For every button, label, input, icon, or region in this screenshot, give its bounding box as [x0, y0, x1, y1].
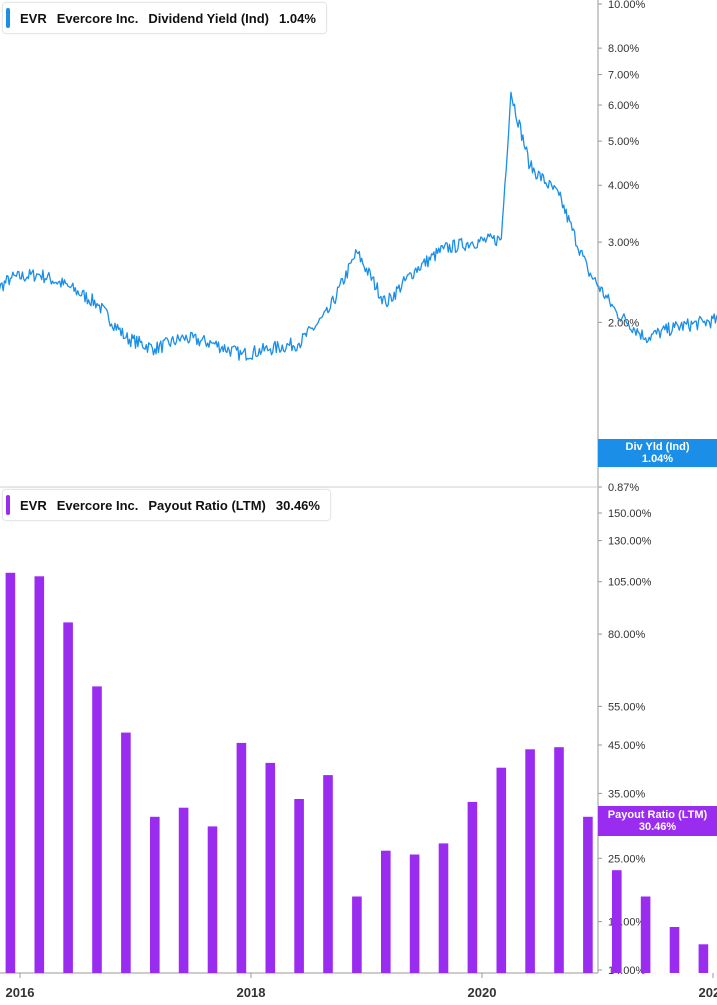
payout-bar	[669, 927, 680, 973]
payout-bar	[525, 749, 535, 973]
payout-bar	[698, 944, 709, 973]
bottom-legend-company: Evercore Inc.	[56, 497, 139, 513]
payout-bar	[63, 622, 73, 973]
payout-bar	[265, 762, 276, 973]
top-legend: EVR Evercore Inc. Dividend Yield (Ind) 1…	[2, 2, 327, 34]
payout-axis-tick-label: 45.00%	[608, 740, 646, 752]
top-legend-company: Evercore Inc.	[56, 10, 139, 26]
payout-ratio-callout-value: 30.46%	[638, 821, 677, 833]
payout-axis-tick-label: 80.00%	[608, 629, 646, 641]
x-tick-label: 2022	[699, 985, 717, 1000]
yield-axis-tick-label: 7.00%	[608, 70, 639, 82]
top-legend-ticker: EVR	[20, 10, 47, 26]
payout-bar	[34, 576, 45, 973]
payout-bar	[612, 870, 622, 973]
payout-bar	[409, 854, 420, 973]
payout-bar	[323, 775, 333, 973]
dividend-yield-callout-label: Div Yld (Ind)	[625, 441, 690, 453]
payout-bar	[121, 732, 131, 973]
payout-axis-tick-label: 25.00%	[608, 853, 646, 865]
payout-bars	[5, 572, 709, 973]
bottom-legend-value: 30.46%	[275, 497, 320, 513]
payout-axis-tick-label: 35.00%	[608, 788, 646, 800]
top-legend-value: 1.04%	[279, 10, 316, 26]
dividend-yield-callout-value: 1.04%	[641, 453, 674, 465]
payout-bar	[640, 896, 651, 973]
payout-bar	[92, 686, 102, 973]
payout-bar	[467, 801, 478, 973]
payout-bar	[5, 572, 16, 973]
payout-axis-tick-label: 105.00%	[608, 577, 652, 589]
payout-ratio-callout-label: Payout Ratio (LTM)	[607, 809, 708, 821]
payout-bar	[496, 767, 507, 973]
payout-bar	[294, 799, 304, 973]
yield-axis-tick-label: 8.00%	[608, 43, 639, 55]
bottom-legend: EVR Evercore Inc. Payout Ratio (LTM) 30.…	[2, 489, 331, 521]
payout-bar	[352, 896, 362, 973]
yield-axis-tick-label: 0.87%	[608, 482, 639, 494]
payout-bar	[583, 816, 593, 973]
x-tick-label: 2020	[468, 985, 497, 1000]
payout-axis-tick-label: 130.00%	[608, 536, 652, 548]
payout-bar	[236, 742, 247, 973]
yield-axis-tick-label: 10.00%	[608, 0, 646, 11]
x-axis: 201620182020202220242026	[6, 973, 717, 1000]
payout-bar	[438, 843, 449, 973]
payout-bar	[554, 747, 564, 973]
x-tick-label: 2016	[6, 985, 35, 1000]
bottom-legend-metric: Payout Ratio (LTM)	[148, 497, 266, 513]
yield-axis-tick-label: 4.00%	[608, 180, 639, 192]
x-tick-label: 2018	[237, 985, 266, 1000]
top-legend-metric: Dividend Yield (Ind)	[148, 10, 270, 26]
bottom-legend-ticker: EVR	[20, 497, 47, 513]
yield-axis-tick-label: 2.00%	[608, 317, 639, 329]
dividend-yield-callout: Div Yld (Ind) 1.04%	[598, 439, 717, 467]
yield-axis-tick-label: 5.00%	[608, 136, 639, 148]
payout-axis-tick-label: 55.00%	[608, 701, 646, 713]
top-y-axis: 10.00% 8.00% 7.00% 6.00% 5.00% 4.00% 3.00% 2.00…	[598, 0, 646, 494]
bottom-y-axis: 150.00% 130.00% 105.00% 80.00% 55.00% 45.00% 3…	[598, 508, 652, 977]
payout-ratio-callout: Payout Ratio (LTM) 30.46%	[598, 806, 717, 836]
yield-axis-tick-label: 3.00%	[608, 237, 639, 249]
payout-bar	[150, 816, 160, 973]
bottom-legend-swatch	[6, 495, 10, 515]
dividend-yield-line	[0, 91, 717, 361]
yield-axis-tick-label: 6.00%	[608, 100, 639, 112]
payout-axis-tick-label: 150.00%	[608, 508, 652, 520]
payout-bar	[178, 807, 189, 973]
payout-bar	[381, 850, 391, 973]
payout-bar	[207, 826, 218, 973]
top-legend-swatch	[6, 8, 10, 28]
